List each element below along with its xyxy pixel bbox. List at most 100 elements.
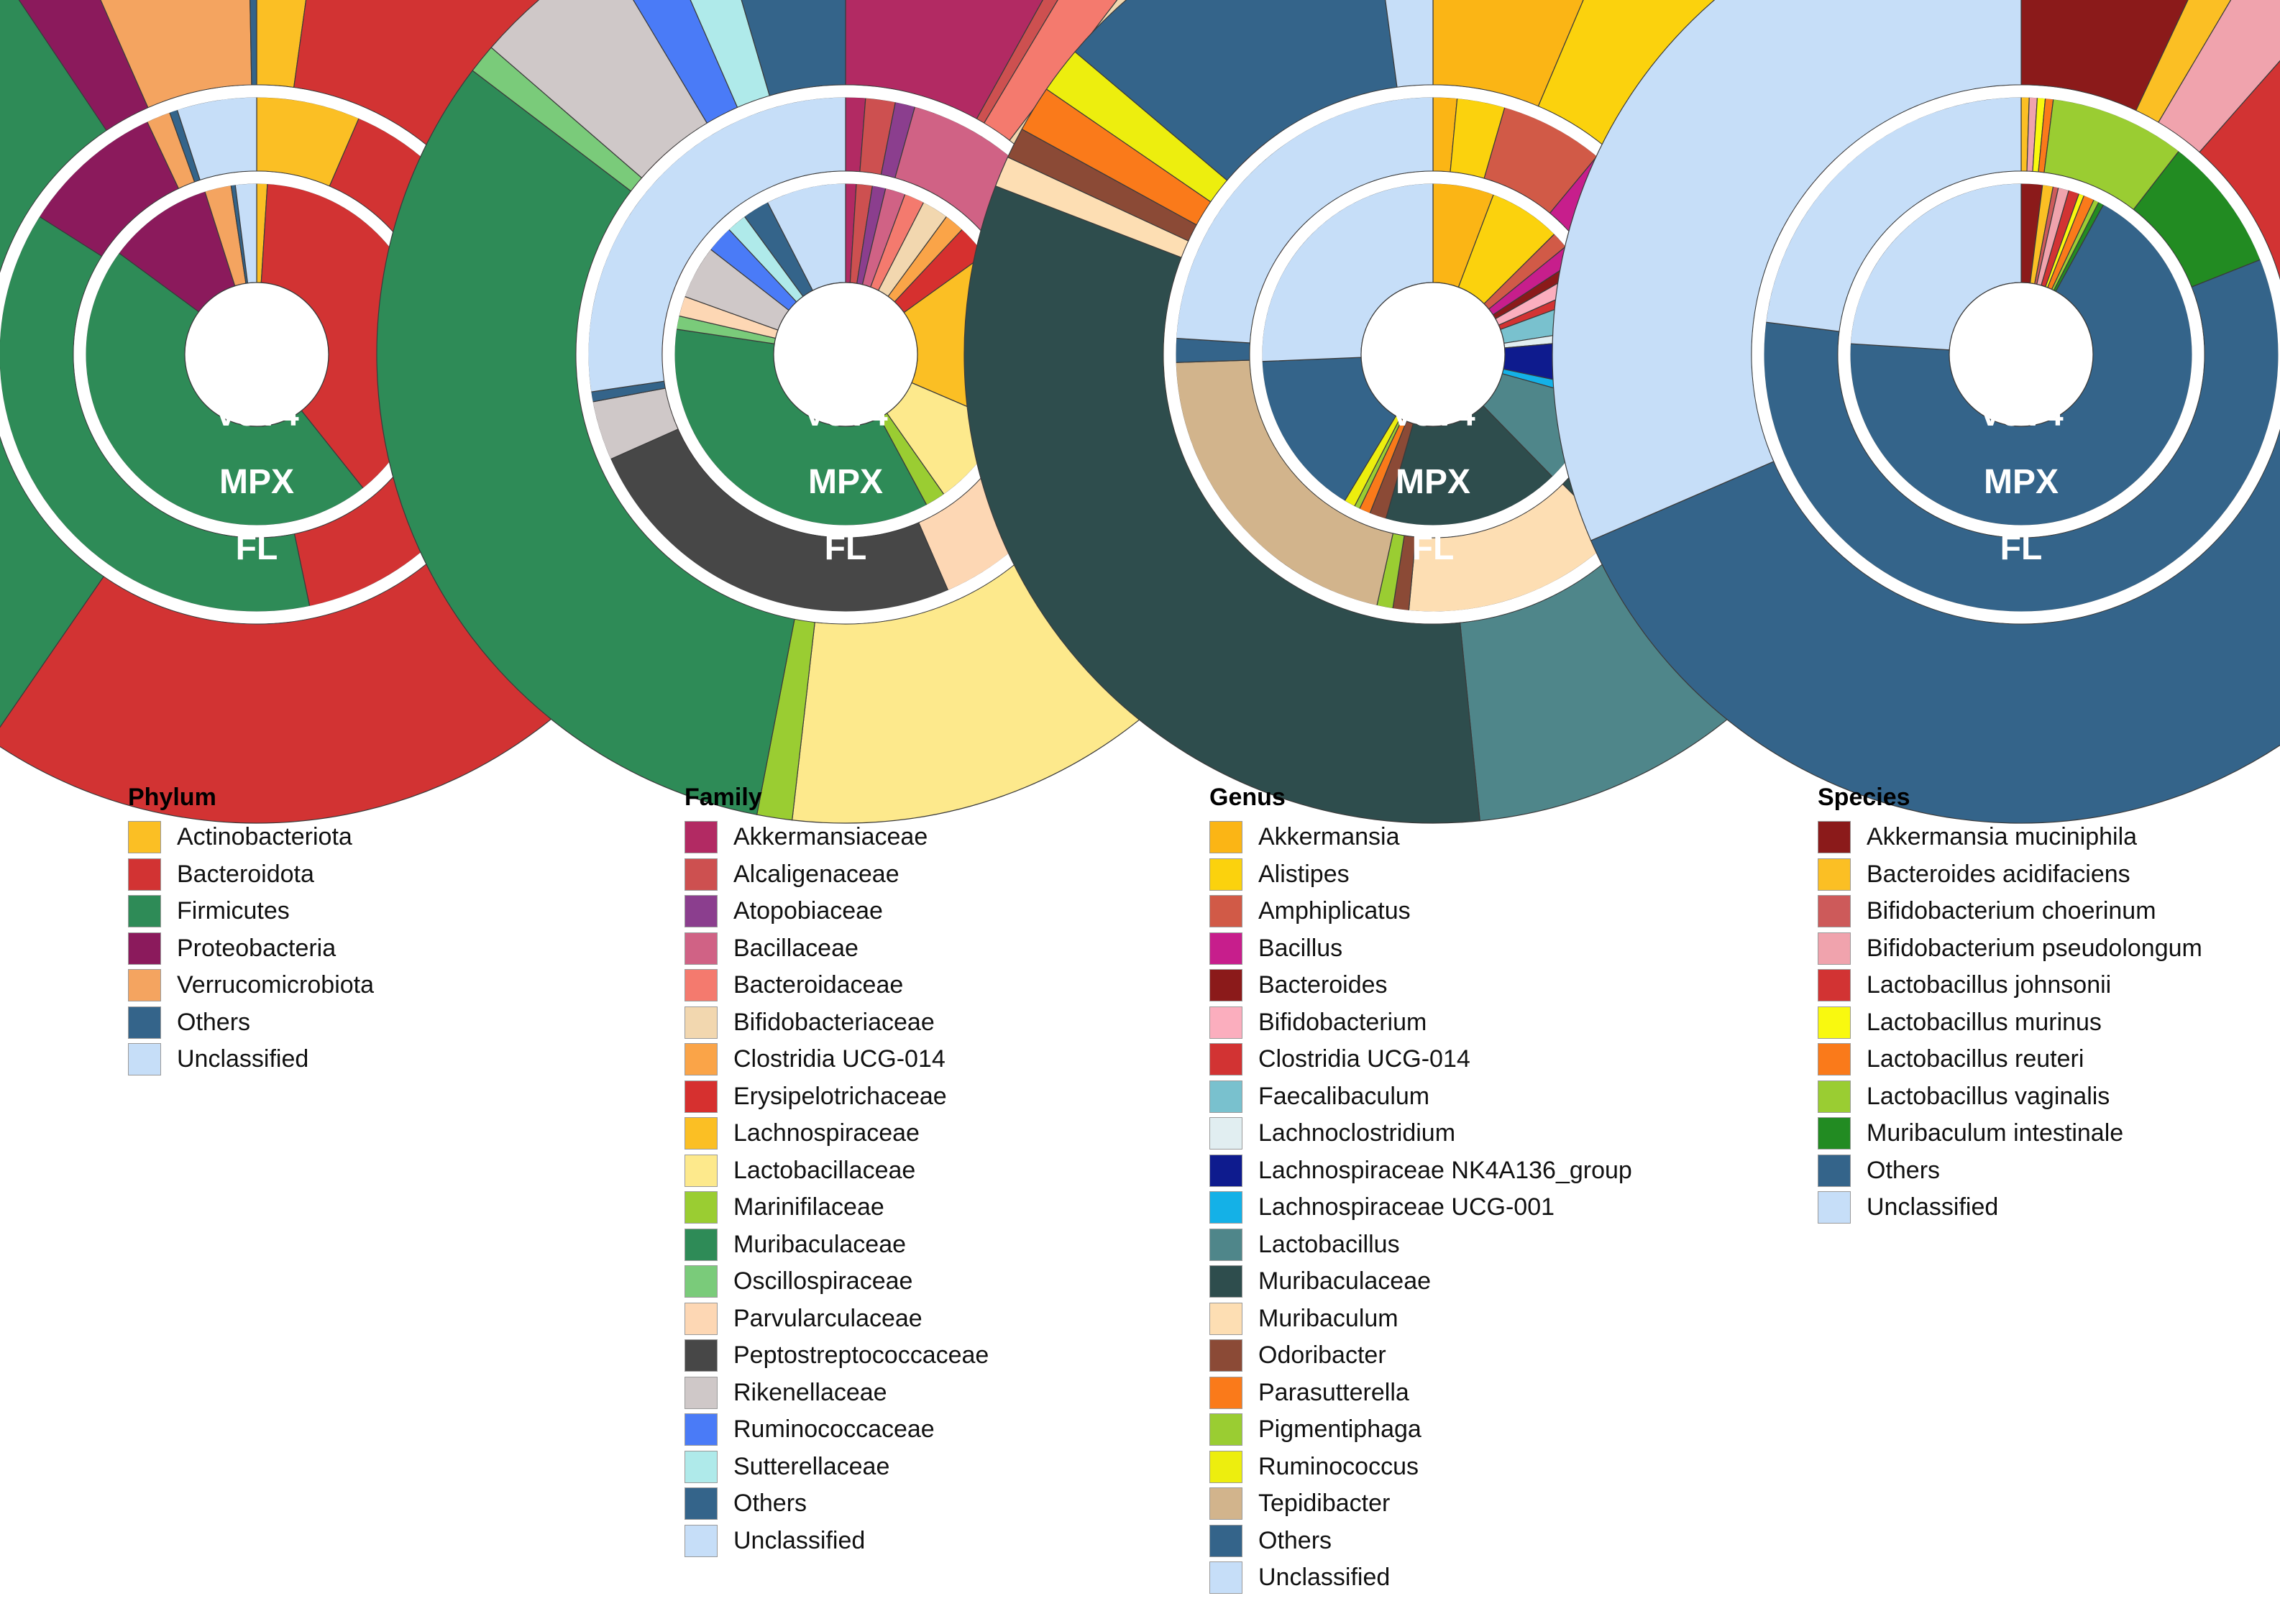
legend-item: Akkermansiaceae [685, 819, 989, 856]
legend-item: Parasutterella [1209, 1375, 1632, 1412]
legend-swatch [1818, 932, 1851, 965]
legend-swatch [685, 1413, 718, 1446]
legend-title: Genus [1209, 784, 1286, 811]
legend-species: Species Akkermansia muciniphila Bacteroid… [1818, 784, 2202, 1226]
legend-item: Bifidobacteriaceae [685, 1004, 989, 1042]
slice-outer-akkermansia-muciniphila[interactable] [2020, 0, 2221, 111]
legend-swatch [1209, 1154, 1242, 1187]
legend-item: Unclassified [128, 1041, 374, 1078]
slice-outer-akkermansiaceae[interactable] [845, 0, 1073, 120]
slice-outer-actinobacteriota[interactable] [256, 0, 321, 88]
ring-label-outer: FL [1412, 529, 1455, 567]
legend-swatch [1818, 895, 1851, 928]
legend-label: Akkermansia muciniphila [1867, 823, 2138, 851]
legend-item: Bifidobacterium [1209, 1004, 1632, 1042]
legend-item: Lachnospiraceae UCG-001 [1209, 1189, 1632, 1226]
legend-swatch [128, 969, 161, 1002]
donut-chart-species: Species V3V4 MPX FL [1552, 0, 2280, 824]
legend-item: Unclassified [685, 1523, 989, 1560]
legend-label: Actinobacteriota [177, 823, 352, 851]
legend-label: Others [733, 1490, 807, 1518]
legend-swatch [685, 895, 718, 928]
slice-outer-muribaculaceae[interactable] [963, 185, 1480, 824]
legend-label: Bacillaceae [733, 934, 859, 962]
legend-swatch [685, 1191, 718, 1224]
legend-label: Erysipelotrichaceae [733, 1082, 947, 1110]
legend-label: Lachnospiraceae [733, 1119, 920, 1147]
legend-item: Lachnoclostridium [1209, 1115, 1632, 1152]
legend-swatch [1209, 1080, 1242, 1113]
legend-label: Others [1258, 1526, 1332, 1554]
legend-item: Ruminococcaceae [685, 1411, 989, 1449]
slice-outer-unclassified[interactable] [1552, 0, 2022, 541]
slice-outer-verrucomicrobiota[interactable] [68, 0, 252, 109]
legend-swatch [1209, 1265, 1242, 1298]
ring-separator [1838, 171, 2205, 538]
slice-outer-lactobacillus-johnsonii[interactable] [2199, 3, 2280, 295]
legend-label: Akkermansia [1258, 823, 1400, 851]
legend-item: Atopobiaceae [685, 893, 989, 930]
legend-swatch [1209, 1043, 1242, 1076]
legend-label: Lactobacillus vaginalis [1867, 1082, 2110, 1110]
legend-item: Bacteroidota [128, 856, 374, 894]
legend-label: Firmicutes [177, 897, 290, 925]
legend-label: Lactobacillus reuteri [1867, 1045, 2084, 1073]
legend-swatch [685, 932, 718, 965]
legend-label: Marinifilaceae [733, 1193, 884, 1221]
legend-swatch [128, 1043, 161, 1076]
ring-separator [1752, 85, 2280, 624]
legend-item: Tepidibacter [1209, 1485, 1632, 1523]
legend-swatch [1818, 969, 1851, 1002]
legend-swatch [1209, 1302, 1242, 1335]
legend-item: Lactobacillaceae [685, 1152, 989, 1190]
legend-label: Bifidobacteriaceae [733, 1008, 935, 1036]
slice-outer-rikenellaceae[interactable] [490, 0, 708, 179]
legend-label: Peptostreptococcaceae [733, 1341, 989, 1370]
legend-swatch [1209, 1561, 1242, 1595]
center-hole [773, 282, 918, 427]
slice-outer-unclassified[interactable] [1370, 0, 1434, 88]
legend-item: Pigmentiphaga [1209, 1411, 1632, 1449]
ring-label-middle: MPX [1984, 463, 2059, 501]
slice-outer-others[interactable] [713, 0, 846, 96]
legend-item: Bacteroides [1209, 967, 1632, 1004]
legend-label: Bacteroidota [177, 860, 314, 888]
legend-item: Bacteroides acidifaciens [1818, 856, 2202, 894]
inner-ring [1849, 183, 2193, 526]
legend-swatch [1209, 1228, 1242, 1261]
legend-label: Muribaculum intestinale [1867, 1119, 2124, 1147]
slice-outer-others[interactable] [248, 0, 257, 86]
ring-label-inner: V3V4 [214, 395, 299, 433]
legend-swatch [1209, 1413, 1242, 1446]
slice-outer-muribaculaceae[interactable] [376, 70, 795, 815]
legend-item: Lactobacillus [1209, 1226, 1632, 1264]
legend-swatch [1818, 821, 1851, 854]
legend-item: Lachnospiraceae NK4A136_group [1209, 1152, 1632, 1190]
legend-label: Others [177, 1008, 251, 1036]
legend-label: Bacteroides acidifaciens [1867, 860, 2130, 888]
legend-swatch [1209, 1524, 1242, 1557]
legend-label: Atopobiaceae [733, 897, 883, 925]
legend-label: Bifidobacterium [1258, 1008, 1427, 1036]
legend-label: Odoribacter [1258, 1341, 1386, 1370]
legend-label: Bifidobacterium choerinum [1867, 897, 2156, 925]
slice-outer-akkermansia[interactable] [1432, 0, 1616, 107]
slice-outer-others[interactable] [1074, 0, 1398, 181]
legend-item: Amphiplicatus [1209, 893, 1632, 930]
legend-item: Marinifilaceae [685, 1189, 989, 1226]
legend-title: Phylum [128, 784, 216, 811]
legend-swatch [1818, 1043, 1851, 1076]
legend-swatch [685, 1080, 718, 1113]
legend-item: Others [685, 1485, 989, 1523]
slice-outer-firmicutes[interactable] [0, 0, 108, 740]
legend-item: Lactobacillus murinus [1818, 1004, 2202, 1042]
legend-label: Oscillospiraceae [733, 1267, 913, 1295]
slice-outer-others[interactable] [1590, 363, 2280, 824]
legend-item: Firmicutes [128, 893, 374, 930]
legend-swatch [685, 1154, 718, 1187]
legend-item: Faecalibaculum [1209, 1078, 1632, 1116]
ring-label-middle: MPX [219, 463, 294, 501]
legend-label: Muribaculaceae [1258, 1267, 1432, 1295]
legend-item: Bifidobacterium pseudolongum [1818, 930, 2202, 968]
